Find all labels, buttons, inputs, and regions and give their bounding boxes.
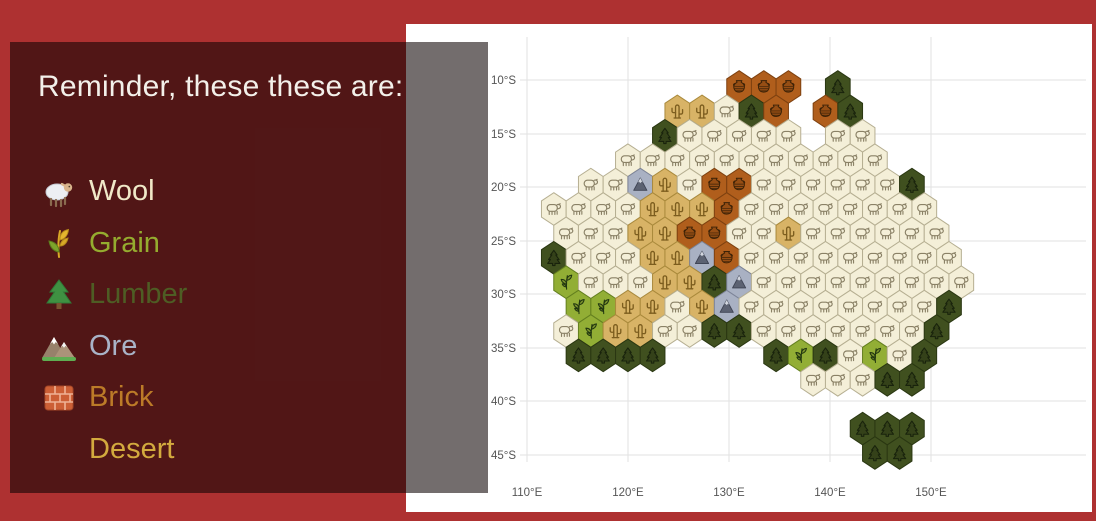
hex-tile-lumber[interactable] — [701, 314, 728, 348]
y-tick-label: 20°S — [491, 182, 516, 194]
hex-tile-lumber[interactable] — [812, 338, 839, 373]
legend-item-brick: Brick — [42, 372, 187, 424]
hex-tile-ore[interactable] — [689, 240, 715, 275]
hexmap-australia-chart: 110°E 120°E 130°E 140°E 150°E 10°S 15°S 20°S 25°… — [491, 37, 1086, 499]
hex-tile-brick[interactable] — [750, 70, 777, 104]
legend-item-desert: Desert — [42, 424, 187, 476]
hex-tile-wool[interactable] — [923, 216, 950, 251]
hex-tile-lumber[interactable] — [899, 362, 925, 397]
hex-tile-wool[interactable] — [553, 216, 579, 251]
hex-tile-ore[interactable] — [627, 167, 654, 202]
y-tick-label: 15°S — [491, 129, 516, 141]
legend-item-ore: Ore — [42, 321, 187, 373]
hex-tile-wool[interactable] — [948, 265, 975, 300]
hex-tile-brick[interactable] — [763, 94, 789, 129]
hex-tile-wool[interactable] — [676, 314, 703, 348]
hex-tile-wool[interactable] — [565, 240, 592, 275]
y-tick-label: 45°S — [491, 450, 516, 462]
hex-tile-lumber[interactable] — [615, 338, 641, 373]
x-tick-label: 140°E — [814, 487, 846, 499]
y-tick-label: 40°S — [491, 396, 516, 408]
hex-tile-grain[interactable] — [577, 314, 604, 348]
hex-tile-desert[interactable] — [639, 240, 666, 275]
hex-tile-lumber[interactable] — [886, 436, 913, 470]
hex-tile-wool[interactable] — [849, 118, 876, 153]
hex-tile-brick[interactable] — [726, 167, 752, 202]
x-tick-label: 150°E — [915, 487, 947, 499]
hex-tile-wool[interactable] — [750, 118, 777, 153]
hex-tile-grain[interactable] — [590, 289, 617, 324]
legend-item-lumber: Lumber — [42, 269, 187, 321]
hex-tile-lumber[interactable] — [911, 338, 938, 373]
chart-card: 110°E 120°E 130°E 140°E 150°E 10°S 15°S 20°S 25°… — [406, 24, 1092, 512]
hex-tile-lumber[interactable] — [874, 362, 901, 397]
hex-tile-wool[interactable] — [726, 118, 752, 153]
hex-tile-wool[interactable] — [837, 192, 864, 226]
legend-item-grain: Grain — [42, 218, 187, 270]
hex-tile-wool[interactable] — [602, 167, 629, 202]
hex-tile-lumber[interactable] — [763, 338, 789, 373]
hex-tile-lumber[interactable] — [899, 167, 925, 202]
hex-tile-lumber[interactable] — [837, 94, 864, 129]
hex-tile-wool[interactable] — [775, 118, 802, 153]
mountain-icon — [42, 329, 76, 363]
hex-tile-lumber[interactable] — [824, 70, 851, 104]
y-tick-label: 10°S — [491, 75, 516, 87]
hex-tile-grain[interactable] — [553, 265, 579, 300]
x-tick-label: 110°E — [512, 487, 543, 499]
brick-icon — [42, 381, 76, 415]
hex-tile-lumber[interactable] — [639, 338, 666, 373]
hex-tile-desert[interactable] — [652, 265, 678, 300]
legend-label-grain: Grain — [89, 226, 160, 259]
legend-label-ore: Ore — [89, 329, 138, 362]
legend-label-wool: Wool — [89, 175, 155, 208]
hex-tile-lumber[interactable] — [899, 411, 925, 446]
legend-label-brick: Brick — [89, 381, 154, 414]
evergreen-tree-icon — [42, 278, 76, 312]
cactus-icon — [42, 432, 76, 466]
legend-label-desert: Desert — [89, 432, 175, 465]
hex-tile-wool[interactable] — [565, 192, 592, 226]
grain-icon — [42, 226, 76, 260]
hex-tile-wool[interactable] — [824, 167, 851, 202]
hex-tile-brick[interactable] — [713, 192, 740, 226]
x-tick-label: 130°E — [713, 487, 745, 499]
hex-tile-desert[interactable] — [627, 216, 654, 251]
y-tick-label: 25°S — [491, 236, 516, 248]
sheep-icon — [42, 175, 76, 209]
y-tick-label: 35°S — [491, 343, 516, 355]
hex-tile-wool[interactable] — [849, 362, 876, 397]
reminder-panel: Reminder, these these are: Wool Grain Lu… — [10, 42, 488, 493]
hex-tile-lumber[interactable] — [849, 411, 876, 446]
hex-tile-wool[interactable] — [738, 143, 765, 178]
hex-tile-wool[interactable] — [540, 192, 567, 226]
hex-tile-wool[interactable] — [862, 143, 888, 178]
legend-item-wool: Wool — [42, 166, 187, 218]
hex-tile-lumber[interactable] — [565, 338, 592, 373]
x-tick-label: 120°E — [612, 487, 644, 499]
hex-tile-brick[interactable] — [775, 70, 802, 104]
legend: Wool Grain Lumber Ore Brick — [42, 166, 187, 475]
panel-title: Reminder, these these are: — [38, 70, 404, 103]
hex-tile-brick[interactable] — [701, 167, 728, 202]
y-tick-label: 30°S — [491, 289, 516, 301]
legend-label-lumber: Lumber — [89, 278, 188, 311]
hex-tile-wool[interactable] — [652, 314, 678, 348]
